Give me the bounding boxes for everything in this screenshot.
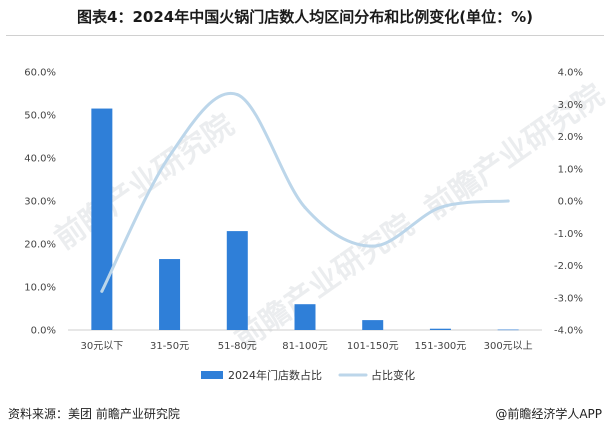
legend-swatch-bar (201, 371, 223, 379)
line-point (303, 205, 307, 209)
x-axis: 30元以下 31-50元 51-80元 81-100元 101-150元 151-300元… (80, 340, 532, 352)
line-point (438, 205, 442, 209)
brand-credit: @前瞻经济学人APP (495, 407, 602, 421)
legend-label-line: 占比变化 (371, 368, 415, 382)
bar (362, 320, 384, 330)
line-series (100, 91, 510, 293)
y-axis-right: -4.0% -3.0% -2.0% -1.0% 0.0% 1.0% 2.0% 3.0% 4.0% (554, 68, 583, 337)
y-left-tick-label: 50.0% (24, 111, 56, 122)
bar (294, 304, 316, 330)
x-tick-label: 300元以上 (484, 340, 533, 352)
line-point (168, 154, 172, 158)
line-point (371, 244, 375, 248)
y-left-tick-label: 10.0% (24, 283, 56, 294)
watermark-text: 前瞻产业研究院 (229, 208, 421, 357)
bar-series (91, 108, 519, 331)
y-right-tick-label: 4.0% (558, 68, 583, 79)
y-left-tick-label: 40.0% (24, 154, 56, 165)
y-right-tick-label: -3.0% (554, 293, 583, 304)
watermark-text: 前瞻产业研究院 (49, 108, 241, 257)
y-right-tick-label: 2.0% (558, 132, 583, 143)
x-tick-label: 51-80元 (218, 341, 257, 352)
y-right-tick-label: -2.0% (554, 261, 583, 272)
line-point (100, 289, 104, 293)
y-right-tick-label: 3.0% (558, 100, 583, 111)
bar (226, 231, 248, 330)
y-right-tick-label: -4.0% (554, 326, 583, 337)
y-left-tick-label: 60.0% (24, 68, 56, 79)
line-point (506, 199, 510, 203)
y-right-tick-label: 1.0% (558, 164, 583, 175)
footer: 资料来源：美团 前瞻产业研究院 @前瞻经济学人APP (8, 405, 602, 423)
legend-label-bar: 2024年门店数占比 (228, 368, 322, 382)
line-point (235, 93, 239, 97)
x-tick-label: 101-150元 (347, 341, 399, 352)
bar (429, 328, 451, 330)
y-left-tick-label: 30.0% (24, 197, 56, 208)
y-axis-left: 0.0% 10.0% 20.0% 30.0% 40.0% 50.0% 60.0% (24, 68, 56, 337)
bar (91, 108, 113, 330)
x-tick-label: 30元以下 (80, 341, 123, 352)
source-note: 资料来源：美团 前瞻产业研究院 (8, 407, 180, 421)
x-tick-label: 31-50元 (150, 341, 189, 352)
bar (497, 329, 519, 331)
y-right-tick-label: -1.0% (554, 229, 583, 240)
title-divider (6, 35, 604, 36)
y-right-tick-label: 0.0% (558, 197, 583, 208)
chart-title: 图表4：2024年中国火锅门店数人均区间分布和比例变化(单位：%) (77, 8, 533, 26)
legend: 2024年门店数占比 占比变化 (201, 368, 415, 382)
y-left-tick-label: 0.0% (31, 326, 56, 337)
x-tick-label: 81-100元 (282, 341, 327, 352)
bar (159, 259, 181, 330)
y-left-tick-label: 20.0% (24, 240, 56, 251)
x-tick-label: 151-300元 (415, 341, 467, 352)
